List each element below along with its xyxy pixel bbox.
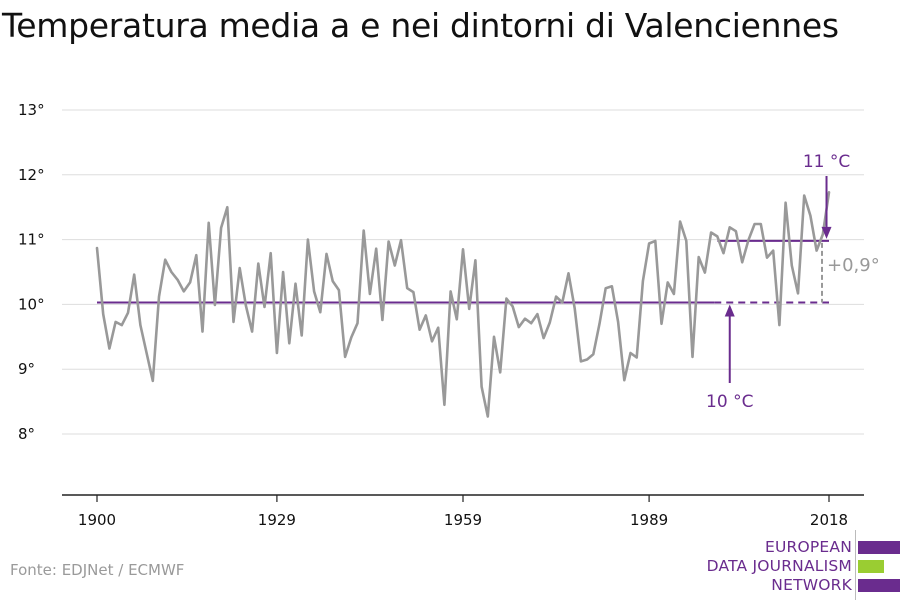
arrow-11-head (821, 226, 832, 239)
chart-title: Temperatura media a e nei dintorni di Va… (2, 6, 839, 45)
temperature-series-line (95, 191, 831, 418)
gridlines (62, 109, 864, 435)
series-group (95, 191, 831, 418)
logo-line-1: EUROPEAN (764, 538, 852, 556)
y-tick-label: 9° (18, 360, 35, 378)
annotations: 10 °C 11 °C +0,9° (706, 152, 880, 412)
x-tick-label: 2018 (810, 511, 848, 529)
label-10c: 10 °C (706, 392, 753, 412)
y-tick-label: 12° (18, 166, 45, 184)
x-axis: 1900 1929 1959 1989 2018 (62, 494, 864, 529)
y-axis-tick-labels: 8° 9° 10° 11° 12° 13° (18, 101, 45, 443)
edjnet-logo[interactable]: EUROPEAN DATA JOURNALISM NETWORK (700, 530, 900, 600)
source-note: Fonte: EDJNet / ECMWF (10, 561, 185, 579)
logo-line-3: NETWORK (771, 576, 852, 594)
logo-bar-3 (858, 579, 900, 592)
x-tick-label: 1929 (258, 511, 296, 529)
y-tick-label: 11° (18, 231, 45, 249)
x-tick-label: 1989 (630, 511, 668, 529)
y-tick-label: 10° (18, 295, 45, 313)
x-tick-label: 1900 (78, 511, 116, 529)
y-tick-label: 13° (18, 101, 45, 119)
difference-label: +0,9° (827, 255, 880, 276)
logo-line-2: DATA JOURNALISM (706, 557, 852, 575)
x-tick-label: 1959 (444, 511, 482, 529)
logo-bar-2 (858, 560, 884, 573)
logo-divider (855, 530, 856, 600)
arrow-10-head (724, 304, 735, 317)
label-11c: 11 °C (803, 152, 850, 172)
y-tick-label: 8° (18, 425, 35, 443)
logo-bar-1 (858, 541, 900, 554)
